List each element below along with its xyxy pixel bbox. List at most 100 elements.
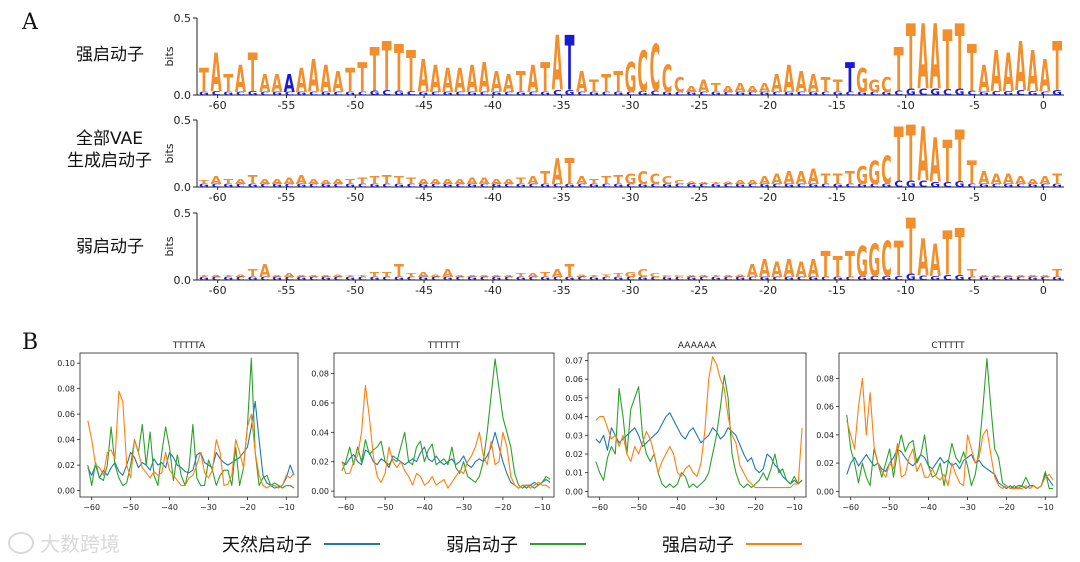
logo-letter: C	[675, 184, 684, 188]
logo-letter: A	[796, 258, 807, 282]
logo-letter: A	[479, 176, 491, 186]
logo-letter: A	[503, 69, 514, 98]
y-tick-label: 0.06	[311, 399, 329, 408]
y-tick-label: 0.05	[565, 394, 583, 403]
logo-letter: C	[846, 92, 855, 97]
logo-letter: G	[589, 92, 599, 96]
logo-letter: C	[1041, 184, 1050, 188]
x-tick-label: -10	[897, 191, 915, 204]
line-chart-2: AAAAAA −60 −50 −40 −30 −20 −10 0.00 0.01 0.02 0.03…	[565, 341, 807, 512]
logo-letter: T	[894, 113, 904, 199]
logo-row-label-line: 强启动子	[76, 45, 144, 65]
x-tick-label: -25	[690, 99, 708, 112]
logo-letter: C	[797, 184, 806, 188]
logo-letter: G	[625, 172, 637, 188]
logo-letter: C	[821, 92, 830, 96]
logo-letter: A	[686, 275, 697, 278]
logo-letter: G	[321, 92, 331, 96]
logo-letter: C	[650, 272, 661, 278]
logo-letter: G	[516, 277, 526, 281]
logo-letter: A	[978, 168, 990, 189]
x-tick-label: −10	[278, 503, 295, 512]
x-tick-label: −30	[455, 503, 472, 512]
logo-letter: G	[443, 184, 453, 188]
logo-letter: A	[991, 275, 1002, 278]
x-tick-label: -20	[759, 191, 777, 204]
x-tick-label: -30	[622, 284, 640, 297]
logo-letter: A	[747, 84, 759, 94]
logo-letter: T	[248, 267, 258, 279]
logo-letter: C	[772, 277, 781, 281]
logo-letter: G	[906, 87, 916, 97]
x-tick-label: −60	[842, 503, 859, 512]
logo-letter: G	[856, 161, 868, 190]
logo-letter: C	[285, 184, 294, 188]
logo-letter: G	[882, 184, 892, 189]
logo-letter: G	[321, 184, 331, 188]
logo-letter: C	[894, 90, 903, 97]
series-line	[595, 412, 803, 485]
logo-letter: A	[698, 275, 709, 278]
logo-letter: A	[454, 61, 465, 100]
logo-letter: T	[613, 272, 624, 278]
watermark: 大数跨境	[8, 528, 120, 557]
logo-letter: A	[320, 275, 331, 278]
series-line	[341, 358, 551, 489]
logo-letter: C	[724, 277, 733, 281]
logo-letter: T	[589, 275, 599, 278]
series-line	[87, 390, 295, 489]
logo-letter: A	[1015, 275, 1026, 278]
y-tick-label: 0.0	[174, 274, 192, 287]
x-tick-label: -5	[969, 99, 980, 112]
logo-letter: A	[332, 274, 343, 278]
logo-letter: A	[1039, 275, 1050, 278]
legend-swatch	[530, 543, 586, 545]
logo-letter: G	[199, 277, 209, 281]
logo-letter: A	[552, 267, 564, 279]
logo-letter: A	[479, 275, 490, 278]
logo-letter: G	[613, 92, 623, 96]
logo-letter: T	[382, 271, 392, 279]
x-tick-label: -55	[277, 284, 295, 297]
logo-letter: G	[638, 184, 648, 188]
x-tick-label: -20	[759, 284, 777, 297]
logo-letter: C	[260, 184, 269, 188]
x-tick-label: −30	[708, 503, 725, 512]
logo-letter: C	[650, 90, 659, 97]
logo-letter: T	[833, 77, 843, 96]
logo-letter: A	[259, 69, 270, 98]
logo-letter: C	[967, 277, 976, 281]
logo-letter: T	[943, 128, 953, 195]
logo-letter: G	[662, 92, 672, 96]
logo-letter: T	[199, 179, 210, 185]
logo-letter: C	[358, 92, 367, 97]
logo-letter: A	[271, 178, 283, 186]
x-tick-label: −10	[786, 503, 803, 512]
x-tick-label: −50	[377, 503, 394, 512]
logo-letter: C	[650, 31, 661, 105]
x-tick-label: -15	[828, 99, 846, 112]
logo-letter: C	[943, 274, 952, 282]
logo-letter: G	[296, 277, 306, 281]
panel-label-b: B	[22, 330, 39, 355]
logo-letter: C	[797, 277, 806, 281]
logo-letter: C	[724, 92, 733, 96]
logo-letter: A	[991, 39, 1002, 105]
y-tick-label: 0.10	[57, 359, 75, 368]
logo-letter: C	[1016, 277, 1025, 281]
logo-letter: G	[248, 184, 258, 188]
y-tick-label: 0.08	[816, 374, 834, 383]
logo-letter: G	[272, 92, 282, 96]
logo-letter: G	[565, 277, 575, 281]
x-tick-label: −20	[494, 503, 511, 512]
logo-letter: C	[382, 184, 391, 188]
logo-letter: A	[735, 82, 747, 96]
legend-item-strong: 强启动子	[662, 532, 802, 556]
logo-letter: A	[1027, 39, 1038, 105]
logo-letter: A	[1039, 50, 1050, 103]
logo-letter: T	[540, 168, 550, 189]
logo-letter: G	[784, 92, 794, 96]
logo-letter: T	[967, 31, 977, 105]
logo-letter: C	[1016, 89, 1025, 97]
logo-letter: T	[845, 168, 855, 189]
